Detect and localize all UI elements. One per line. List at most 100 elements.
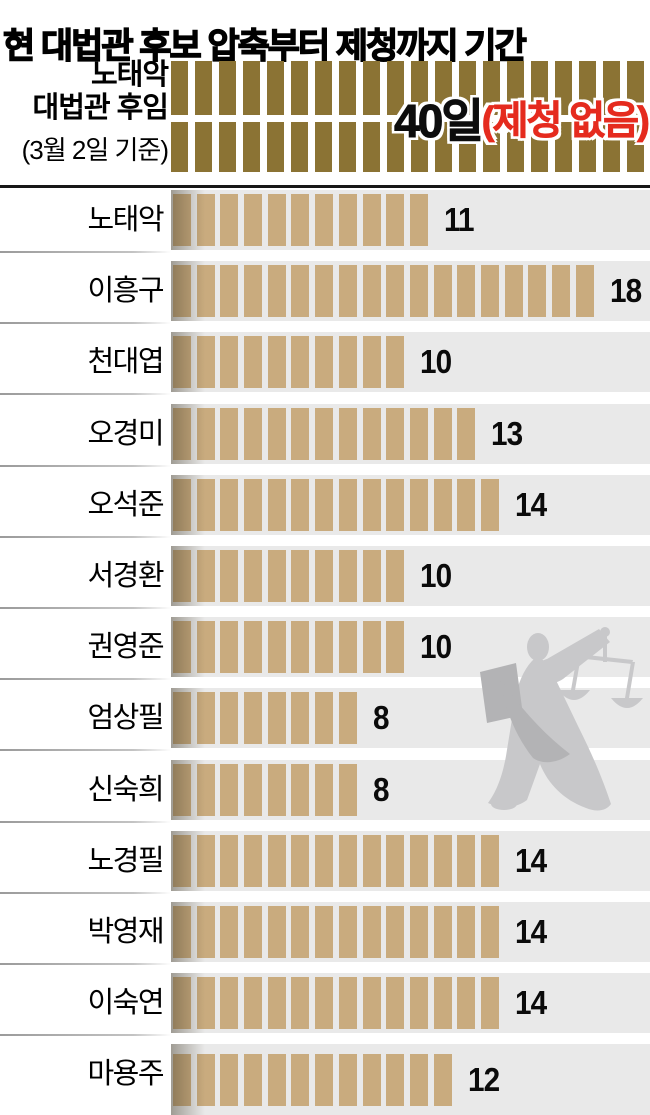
row-label: 서경환 [87,560,164,592]
tally-tick [386,977,405,1029]
row-label: 노경필 [87,845,164,877]
tally-tick [315,1053,334,1106]
row-label: 권영준 [87,631,164,663]
tally-tick [220,336,239,388]
tally-tick [196,977,215,1029]
tally-tick [243,61,260,115]
tally-tick [171,61,188,115]
tally-tick [579,122,596,172]
tally-tick [531,61,548,115]
tally-ticks-40days [171,61,650,172]
tally-tick [433,265,452,317]
tally-tick [627,122,644,172]
row-value: 14 [514,486,547,523]
row-separator [0,393,171,395]
summary-label-line2: 대법관 후임 [32,92,169,124]
tally-tick [457,408,476,460]
tally-tick [244,621,263,673]
tally-tick [315,408,334,460]
row-label: 이숙연 [87,987,164,1019]
tally-tick [173,692,191,744]
tally-tick [315,122,332,172]
tally-tick [433,408,452,460]
tick-group [173,764,357,816]
tally-tick [291,265,310,317]
tally-tick [267,550,286,602]
tally-tick [244,977,263,1029]
tally-tick [386,336,405,388]
tally-tick [195,61,212,115]
row-label: 노태악 [87,204,164,236]
tally-tick [387,61,404,115]
tally-tick [362,194,381,246]
row-separator [0,1034,171,1036]
tally-tick [291,835,310,887]
tally-tick [171,122,188,172]
tally-tick [362,479,381,531]
tally-tick [267,479,286,531]
row-separator [0,678,171,680]
tally-tick [196,621,215,673]
summary-label-line3: (3월 2일 기준) [21,135,169,165]
tick-group [173,1053,452,1106]
tally-tick [291,194,310,246]
tick-group [173,479,499,531]
tally-tick-row-bottom [171,122,650,172]
tally-tick [291,61,308,115]
tally-tick [315,479,334,531]
tally-tick [315,692,334,744]
tally-tick [219,61,236,115]
tally-tick [220,550,239,602]
tally-tick [196,764,215,816]
tally-tick [575,265,594,317]
tally-tick [435,122,452,172]
tally-tick [315,61,332,115]
tally-tick [220,764,239,816]
tally-tick [267,692,286,744]
tally-tick [386,408,405,460]
row-separator [0,821,171,823]
tally-tick [220,265,239,317]
tally-tick [220,408,239,460]
tally-tick [291,408,310,460]
row-separator [0,607,171,609]
tally-tick [338,479,357,531]
tally-tick [267,621,286,673]
tally-tick [315,336,334,388]
tally-tick [173,621,191,673]
tally-tick [457,977,476,1029]
tally-tick [291,764,310,816]
tally-tick [411,61,428,115]
tally-tick [291,977,310,1029]
tally-bar: 14 [171,475,650,535]
tally-tick [362,336,381,388]
tally-tick [173,977,191,1029]
tally-tick [267,336,286,388]
tally-tick [173,906,191,958]
tally-tick [291,906,310,958]
tally-tick [267,61,284,115]
tally-tick [196,692,215,744]
tally-tick [220,479,239,531]
tally-tick [362,835,381,887]
tally-tick [173,835,191,887]
tally-tick [338,835,357,887]
tally-tick [339,122,356,172]
row-value: 14 [514,984,547,1021]
tally-tick [338,265,357,317]
tally-tick [315,621,334,673]
tally-tick [315,550,334,602]
row-value: 18 [609,272,642,309]
tally-tick [244,835,263,887]
row-label: 오석준 [87,489,164,521]
row-label: 이흥구 [87,275,164,307]
tally-tick [267,122,284,172]
tally-tick [291,621,310,673]
tally-tick [362,265,381,317]
tally-tick [338,692,357,744]
tally-tick [244,1053,263,1106]
tally-tick [315,265,334,317]
row-value: 14 [514,842,547,879]
tally-tick [507,122,524,172]
row-value: 13 [491,415,523,452]
